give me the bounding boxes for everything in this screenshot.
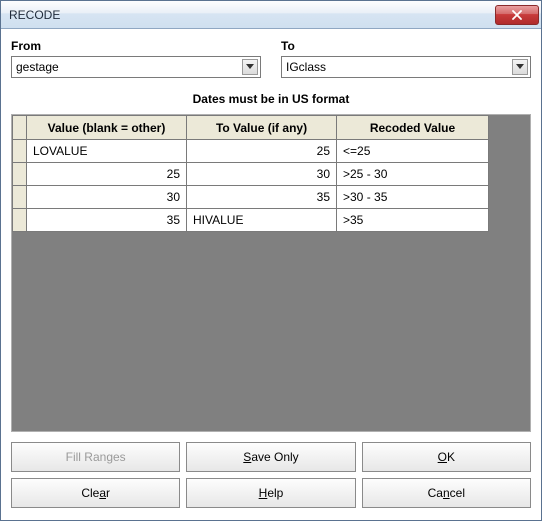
table-row: 3035>30 - 35 bbox=[13, 186, 489, 209]
chevron-down-icon bbox=[246, 64, 254, 70]
content-area: From gestage To IGclass Dates must bbox=[1, 29, 541, 520]
fill-ranges-label: Fill Ranges bbox=[66, 450, 126, 464]
cell-value[interactable]: 35 bbox=[27, 209, 187, 232]
cancel-button[interactable]: Cancel bbox=[362, 478, 531, 508]
from-combo-arrow[interactable] bbox=[242, 59, 258, 75]
table-row: 35HIVALUE>35 bbox=[13, 209, 489, 232]
recode-grid: Value (blank = other) To Value (if any) … bbox=[12, 115, 489, 232]
titlebar: RECODE bbox=[1, 1, 541, 29]
from-value: gestage bbox=[16, 60, 242, 74]
row-header[interactable] bbox=[13, 209, 27, 232]
row-header[interactable] bbox=[13, 140, 27, 163]
cell-tovalue[interactable]: HIVALUE bbox=[187, 209, 337, 232]
fill-ranges-button[interactable]: Fill Ranges bbox=[11, 442, 180, 472]
save-only-button[interactable]: Save Only bbox=[186, 442, 355, 472]
format-note: Dates must be in US format bbox=[11, 92, 531, 106]
ok-label: OK bbox=[438, 450, 455, 464]
to-value: IGclass bbox=[286, 60, 512, 74]
cell-tovalue[interactable]: 35 bbox=[187, 186, 337, 209]
table-row: 2530>25 - 30 bbox=[13, 163, 489, 186]
cell-recoded[interactable]: >30 - 35 bbox=[337, 186, 489, 209]
cell-tovalue[interactable]: 25 bbox=[187, 140, 337, 163]
col-recoded-header: Recoded Value bbox=[337, 116, 489, 140]
row-header[interactable] bbox=[13, 163, 27, 186]
close-icon bbox=[512, 10, 522, 20]
window-title: RECODE bbox=[9, 8, 495, 22]
grid-body: LOVALUE25<=252530>25 - 303035>30 - 3535H… bbox=[13, 140, 489, 232]
cell-value[interactable]: 25 bbox=[27, 163, 187, 186]
help-button[interactable]: Help bbox=[186, 478, 355, 508]
from-label: From bbox=[11, 39, 261, 53]
col-tovalue-header: To Value (if any) bbox=[187, 116, 337, 140]
button-row: Fill Ranges Save Only OK Clear Help Canc… bbox=[11, 442, 531, 508]
cell-recoded[interactable]: <=25 bbox=[337, 140, 489, 163]
help-label: Help bbox=[259, 486, 284, 500]
to-field: To IGclass bbox=[281, 39, 531, 78]
corner-header bbox=[13, 116, 27, 140]
recode-dialog: RECODE From gestage To IGclass bbox=[0, 0, 542, 521]
cancel-label: Cancel bbox=[428, 486, 465, 500]
col-value-header: Value (blank = other) bbox=[27, 116, 187, 140]
from-combo[interactable]: gestage bbox=[11, 56, 261, 78]
save-only-label: Save Only bbox=[243, 450, 298, 464]
to-label: To bbox=[281, 39, 531, 53]
to-combo-arrow[interactable] bbox=[512, 59, 528, 75]
clear-label: Clear bbox=[81, 486, 110, 500]
recode-grid-wrap: Value (blank = other) To Value (if any) … bbox=[11, 114, 531, 432]
ok-button[interactable]: OK bbox=[362, 442, 531, 472]
cell-value[interactable]: 30 bbox=[27, 186, 187, 209]
to-combo[interactable]: IGclass bbox=[281, 56, 531, 78]
table-row: LOVALUE25<=25 bbox=[13, 140, 489, 163]
close-button[interactable] bbox=[495, 5, 539, 25]
cell-recoded[interactable]: >25 - 30 bbox=[337, 163, 489, 186]
cell-recoded[interactable]: >35 bbox=[337, 209, 489, 232]
cell-tovalue[interactable]: 30 bbox=[187, 163, 337, 186]
from-field: From gestage bbox=[11, 39, 261, 78]
cell-value[interactable]: LOVALUE bbox=[27, 140, 187, 163]
row-header[interactable] bbox=[13, 186, 27, 209]
field-row: From gestage To IGclass bbox=[11, 39, 531, 78]
clear-button[interactable]: Clear bbox=[11, 478, 180, 508]
chevron-down-icon bbox=[516, 64, 524, 70]
